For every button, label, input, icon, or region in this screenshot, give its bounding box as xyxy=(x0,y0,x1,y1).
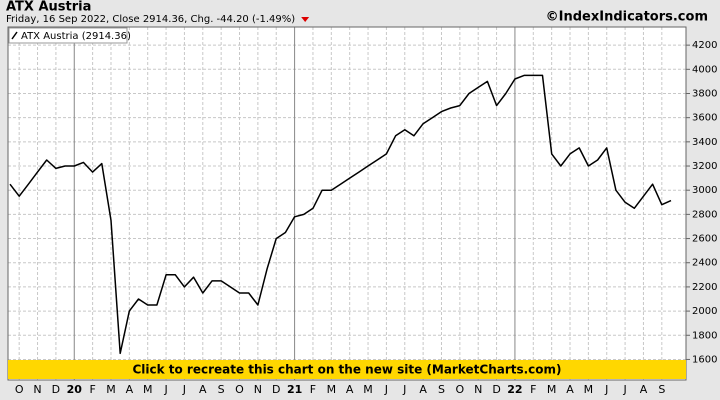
x-tick-label: N xyxy=(33,383,41,396)
x-tick-label: A xyxy=(419,383,427,396)
x-tick-label: O xyxy=(456,383,465,396)
y-tick-label: 2200 xyxy=(692,282,717,293)
plot-border xyxy=(7,26,687,381)
y-tick-label: 2000 xyxy=(692,306,717,317)
x-tick-label: D xyxy=(272,383,280,396)
plot-area xyxy=(8,27,686,380)
x-tick-label: J xyxy=(622,383,626,396)
x-tick-label: M xyxy=(327,383,337,396)
banner-link[interactable]: Click to recreate this chart on the new … xyxy=(132,363,561,377)
x-tick-label: O xyxy=(15,383,24,396)
banner[interactable]: Click to recreate this chart on the new … xyxy=(8,360,686,379)
x-tick-label: F xyxy=(310,383,316,396)
x-tick-label: S xyxy=(438,383,445,396)
down-arrow xyxy=(301,17,310,22)
x-tick-label: J xyxy=(384,383,388,396)
y-tick-label: 2600 xyxy=(692,234,717,245)
x-tick-label: S xyxy=(658,383,665,396)
y-tick-label: 1600 xyxy=(692,354,717,365)
chart-title: ATX Austria xyxy=(6,0,91,15)
chart-subtitle: Friday, 16 Sep 2022, Close 2914.36, Chg.… xyxy=(6,14,295,25)
x-tick-label: M xyxy=(106,383,116,396)
x-tick-label: N xyxy=(254,383,262,396)
y-tick-label: 3000 xyxy=(692,185,717,196)
grid xyxy=(8,27,686,380)
x-tick-label: A xyxy=(126,383,134,396)
y-tick-label: 2800 xyxy=(692,209,717,220)
x-tick-label: D xyxy=(492,383,500,396)
x-tick-label: S xyxy=(218,383,225,396)
banner-box[interactable] xyxy=(8,360,686,379)
x-tick-label: F xyxy=(89,383,95,396)
x-tick-label: A xyxy=(199,383,207,396)
x-tick-label: O xyxy=(235,383,244,396)
y-tick-label: 4000 xyxy=(692,64,717,75)
source: ©IndexIndicators.com xyxy=(546,10,708,25)
legend-swatch xyxy=(11,31,18,40)
y-tick-label: 4200 xyxy=(692,40,717,51)
x-tick-label: A xyxy=(346,383,354,396)
legend-label: ATX Austria (2914.36) xyxy=(21,31,131,42)
x-tick-label: J xyxy=(182,383,186,396)
x-tick-label: D xyxy=(52,383,60,396)
x-tick-label: M xyxy=(547,383,557,396)
legend-box xyxy=(8,27,128,44)
x-tick-label: J xyxy=(163,383,167,396)
x-tick-label: J xyxy=(402,383,406,396)
x-tick-label: F xyxy=(530,383,536,396)
y-tick-label: 3400 xyxy=(692,137,717,148)
legend: ATX Austria (2914.36) xyxy=(8,27,131,44)
x-tick-label: M xyxy=(584,383,594,396)
x-tick-label: A xyxy=(566,383,574,396)
x-tick-label: 22 xyxy=(507,383,522,396)
plot xyxy=(9,74,672,355)
x-tick-label: M xyxy=(363,383,373,396)
x-tick-label: N xyxy=(474,383,482,396)
x-tick-label: A xyxy=(640,383,648,396)
y-tick-label: 3800 xyxy=(692,88,717,99)
x-tick-label: M xyxy=(143,383,153,396)
y-tick-label: 3600 xyxy=(692,113,717,124)
x-tick-label: 21 xyxy=(287,383,302,396)
x-tick-label: 20 xyxy=(67,383,83,396)
price-line xyxy=(9,74,672,355)
y-tick-label: 1800 xyxy=(692,330,717,341)
y-tick-label: 2400 xyxy=(692,258,717,269)
y-tick-label: 3200 xyxy=(692,161,717,172)
x-tick-label: J xyxy=(604,383,608,396)
